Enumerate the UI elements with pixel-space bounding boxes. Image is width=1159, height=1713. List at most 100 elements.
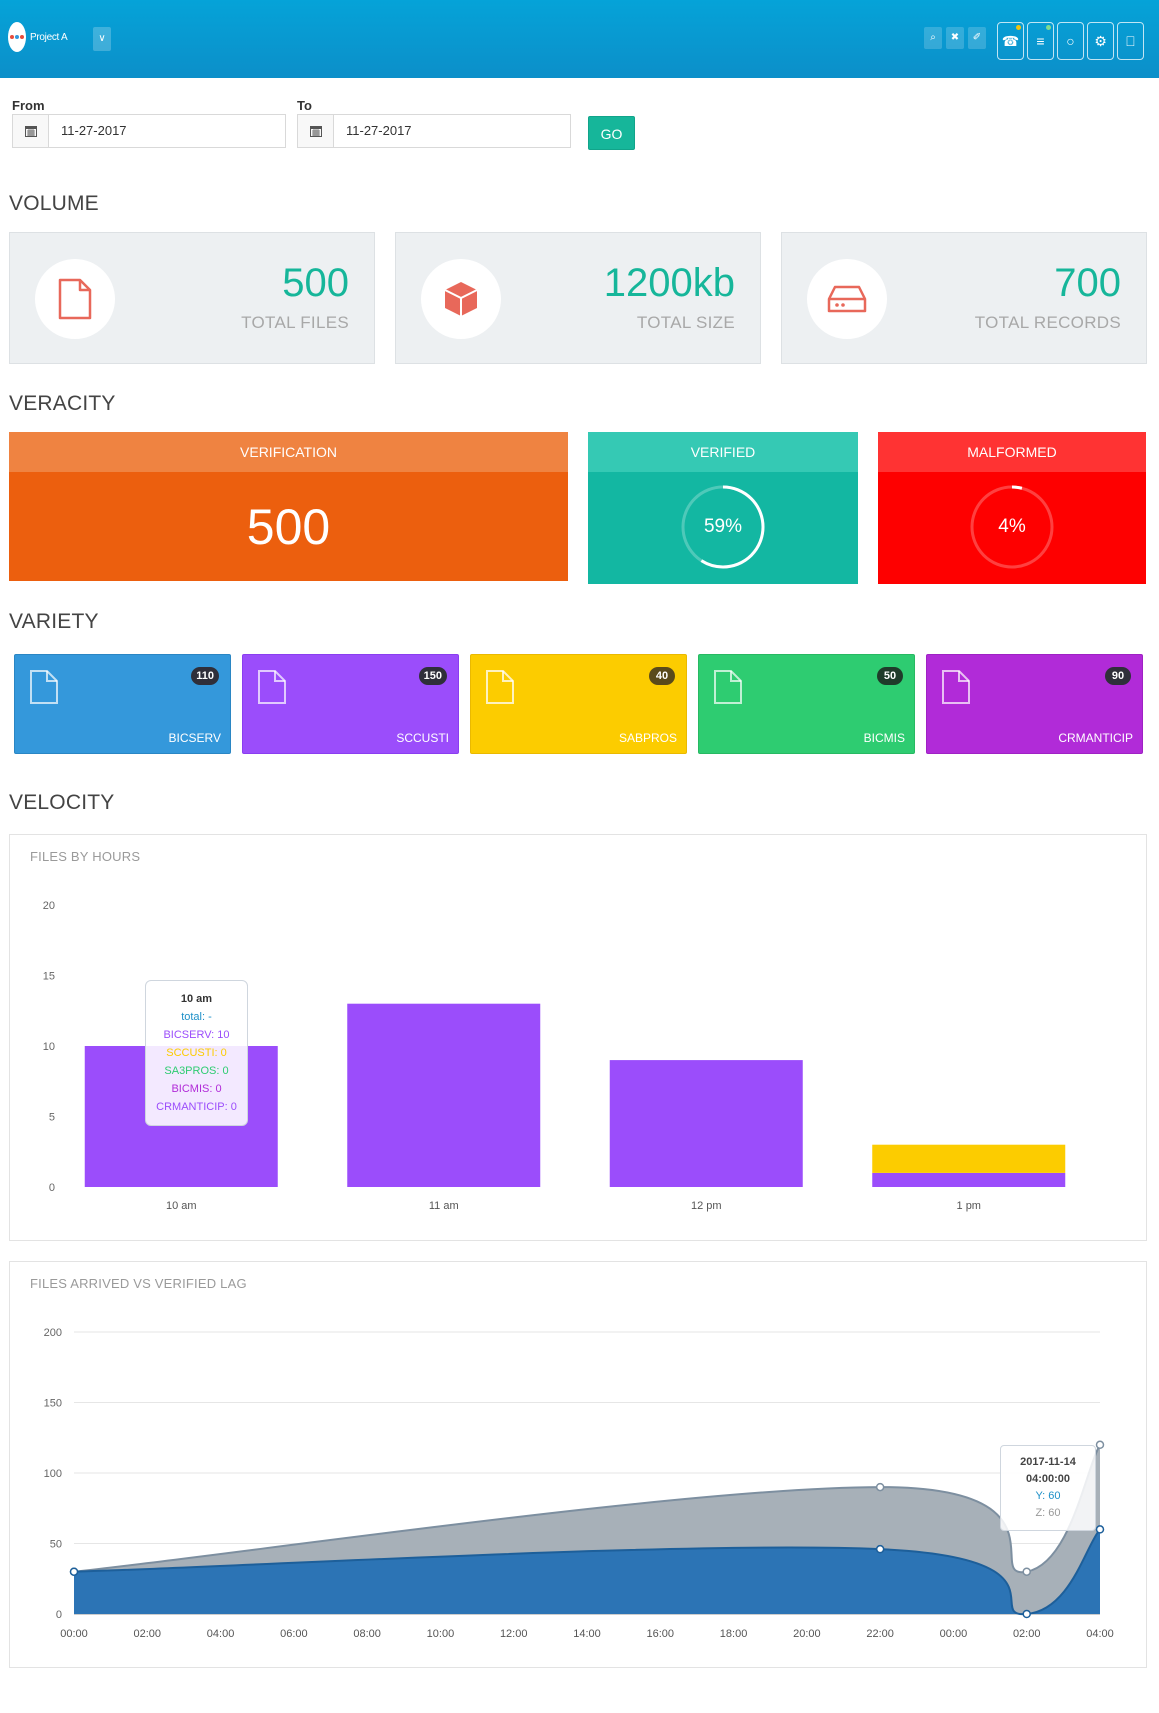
tooltip-line: SA3PROS: 0 — [164, 1065, 229, 1077]
to-date-value[interactable]: 11-27-2017 — [346, 123, 412, 138]
to-date-field[interactable]: 11-27-2017 — [297, 114, 571, 148]
point-y[interactable] — [875, 1482, 885, 1492]
x-tick-label: 16:00 — [647, 1628, 675, 1640]
settings-button[interactable]: ⚙ — [1087, 22, 1114, 60]
count-badge: 150 — [418, 667, 447, 685]
x-tick-label: 04:00 — [207, 1628, 235, 1640]
variety-name: SCCUSTI — [396, 731, 449, 745]
y-tick-label: 5 — [49, 1112, 55, 1124]
count-badge: 90 — [1105, 667, 1131, 685]
project-selector[interactable]: Project A — [8, 22, 68, 52]
drop-icon: ○ — [1066, 33, 1075, 49]
bar-bicserv[interactable] — [347, 1003, 541, 1187]
malformed-card: MALFORMED 4% — [878, 432, 1146, 584]
tooltip-line: CRMANTICIP: 0 — [156, 1101, 237, 1113]
tooltip-line: BICMIS: 0 — [171, 1083, 222, 1095]
variety-card-crmanticip[interactable]: 90 CRMANTICIP — [926, 654, 1143, 754]
lock-button[interactable]: ⎕ — [1117, 22, 1144, 60]
malformed-percent: 4% — [998, 516, 1026, 537]
x-tick-label: 14:00 — [573, 1628, 601, 1640]
sliders-icon: ≡ — [1036, 33, 1045, 49]
go-button[interactable]: GO — [588, 116, 635, 150]
tooltip-z: Z: 60 — [1035, 1507, 1061, 1519]
x-tick-label: 00:00 — [60, 1628, 88, 1640]
tooltip-time: 04:00:00 — [1025, 1473, 1071, 1485]
variety-name: BICSERV — [168, 731, 221, 745]
file-icon — [35, 259, 115, 339]
from-date-field[interactable]: 11-27-2017 — [12, 114, 286, 148]
sliders-button[interactable]: ≡ — [1027, 22, 1054, 60]
tooltip-line: BICSERV: 10 — [163, 1029, 230, 1041]
x-tick-label: 00:00 — [940, 1628, 968, 1640]
variety-card-sabpros[interactable]: 40 SABPROS — [470, 654, 687, 754]
bar-sccusti[interactable] — [872, 1144, 1066, 1173]
total-files-label: TOTAL FILES — [241, 313, 349, 332]
section-title-veracity: VERACITY — [9, 392, 116, 415]
variety-card-sccusti[interactable]: 150 SCCUSTI — [242, 654, 459, 754]
x-tick-label: 02:00 — [134, 1628, 162, 1640]
tooltip-y: Y: 60 — [1035, 1490, 1061, 1502]
paint-icon[interactable]: ✐ — [968, 27, 986, 49]
variety-name: SABPROS — [618, 731, 677, 745]
lock-icon: ⎕ — [1126, 33, 1135, 49]
verified-title: VERIFIED — [588, 432, 858, 472]
notification-dot — [1016, 25, 1021, 30]
point-z[interactable] — [1022, 1609, 1031, 1619]
y-tick-label: 20 — [43, 900, 55, 912]
drive-icon — [807, 259, 887, 339]
bar-bicserv[interactable] — [872, 1172, 1066, 1187]
point-y[interactable] — [1095, 1440, 1105, 1450]
point-z[interactable] — [69, 1567, 79, 1576]
y-tick-label: 10 — [43, 1041, 55, 1053]
section-title-velocity: VELOCITY — [9, 791, 115, 814]
point-y[interactable] — [1022, 1567, 1031, 1576]
x-tick-label: 22:00 — [866, 1628, 894, 1640]
calendar-icon[interactable] — [13, 115, 49, 147]
x-tick-label: 12:00 — [500, 1628, 528, 1640]
verification-title: VERIFICATION — [9, 432, 568, 472]
chart-tooltip: 2017-11-14 04:00:00 Y: 60 Z: 60 — [1000, 1445, 1096, 1531]
total-size-value: 1200kb — [603, 261, 735, 305]
file-icon — [258, 670, 286, 704]
variety-name: BICMIS — [863, 731, 905, 745]
search-icon[interactable]: ⌕ — [924, 27, 942, 49]
files-lag-panel: FILES ARRIVED VS VERIFIED LAG 0 50 100 150 2… — [9, 1261, 1147, 1668]
y-tick-label: 0 — [56, 1609, 62, 1621]
x-tick-label: 1 pm — [957, 1200, 981, 1212]
variety-card-bicserv[interactable]: 110 BICSERV — [14, 654, 231, 754]
variety-card-bicmis[interactable]: 50 BICMIS — [698, 654, 915, 754]
project-logo — [8, 22, 26, 52]
x-tick-label: 18:00 — [720, 1628, 748, 1640]
bar-bicserv[interactable] — [609, 1060, 803, 1187]
verified-percent: 59% — [703, 516, 743, 537]
point-z[interactable] — [1095, 1525, 1105, 1534]
gear-icon: ⚙ — [1094, 33, 1107, 49]
file-icon — [714, 670, 742, 704]
area-z — [74, 1529, 1100, 1615]
count-badge: 40 — [649, 667, 675, 685]
y-tick-label: 50 — [50, 1539, 62, 1551]
from-label: From — [12, 98, 45, 113]
drop-button[interactable]: ○ — [1057, 22, 1084, 60]
from-date-value[interactable]: 11-27-2017 — [61, 123, 127, 138]
total-files-value: 500 — [282, 261, 349, 305]
chart-tooltip: 10 am total: - BICSERV: 10 SCCUSTI: 0 SA3PR… — [145, 980, 248, 1126]
variety-name: CRMANTICIP — [1058, 731, 1133, 745]
tools-icon[interactable]: ✖ — [946, 27, 964, 49]
x-tick-label: 08:00 — [353, 1628, 381, 1640]
y-tick-label: 100 — [44, 1468, 62, 1480]
x-tick-label: 06:00 — [280, 1628, 308, 1640]
volume-card-size: 1200kb TOTAL SIZE — [395, 232, 761, 364]
chart-title: FILES BY HOURS — [30, 849, 141, 864]
verification-value: 500 — [246, 498, 331, 555]
volume-card-files: 500 TOTAL FILES — [9, 232, 375, 364]
total-records-label: TOTAL RECORDS — [974, 313, 1121, 332]
point-z[interactable] — [875, 1544, 885, 1554]
count-badge: 50 — [877, 667, 903, 685]
calendar-icon[interactable] — [298, 115, 334, 147]
box-icon — [421, 259, 501, 339]
files-lag-chart[interactable]: 0 50 100 150 200 00:00 02:00 04:00 06:00 08:00 10:… — [10, 1262, 1146, 1667]
notification-dot — [1046, 25, 1051, 30]
project-dropdown-button[interactable]: ∨ — [93, 27, 111, 51]
megaphone-button[interactable]: ☎ — [997, 22, 1024, 60]
